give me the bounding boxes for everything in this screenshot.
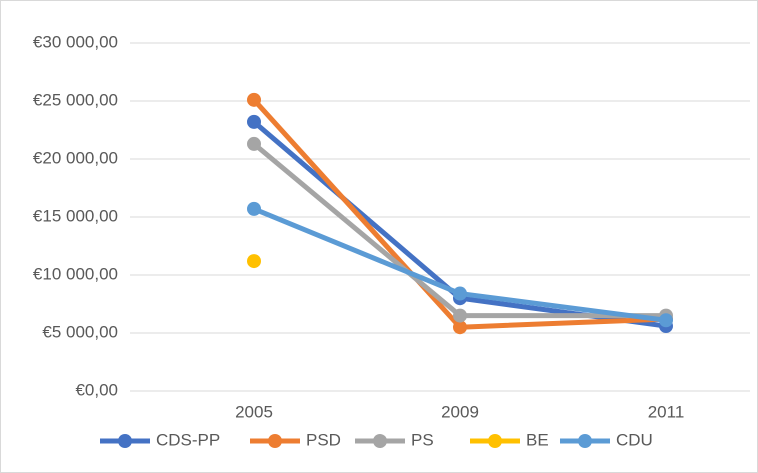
- data-point: [659, 313, 673, 328]
- legend-marker: [268, 434, 282, 448]
- legend-label: PSD: [306, 430, 341, 449]
- data-point: [453, 286, 467, 301]
- y-tick-label: €0,00: [75, 380, 118, 399]
- y-tick-label: €30 000,00: [33, 32, 118, 51]
- y-tick-label: €25 000,00: [33, 90, 118, 109]
- data-point: [247, 92, 261, 107]
- y-tick-label: €5 000,00: [42, 322, 118, 341]
- legend-label: CDS-PP: [156, 430, 220, 449]
- legend-marker: [578, 434, 592, 448]
- data-point: [247, 201, 261, 216]
- data-point: [453, 320, 467, 335]
- y-tick-label: €10 000,00: [33, 264, 118, 283]
- legend-marker: [118, 434, 132, 448]
- legend-marker: [488, 434, 502, 448]
- legend-label: CDU: [616, 430, 653, 449]
- x-tick-label: 2009: [441, 402, 479, 421]
- legend-label: BE: [526, 430, 549, 449]
- legend-marker: [373, 434, 387, 448]
- legend-label: PS: [411, 430, 434, 449]
- data-point: [247, 136, 261, 151]
- y-tick-label: €20 000,00: [33, 148, 118, 167]
- data-point: [247, 114, 261, 129]
- data-point: [247, 254, 261, 269]
- data-point: [453, 308, 467, 323]
- y-tick-label: €15 000,00: [33, 206, 118, 225]
- x-tick-label: 2005: [235, 402, 273, 421]
- x-tick-label: 2011: [648, 402, 685, 421]
